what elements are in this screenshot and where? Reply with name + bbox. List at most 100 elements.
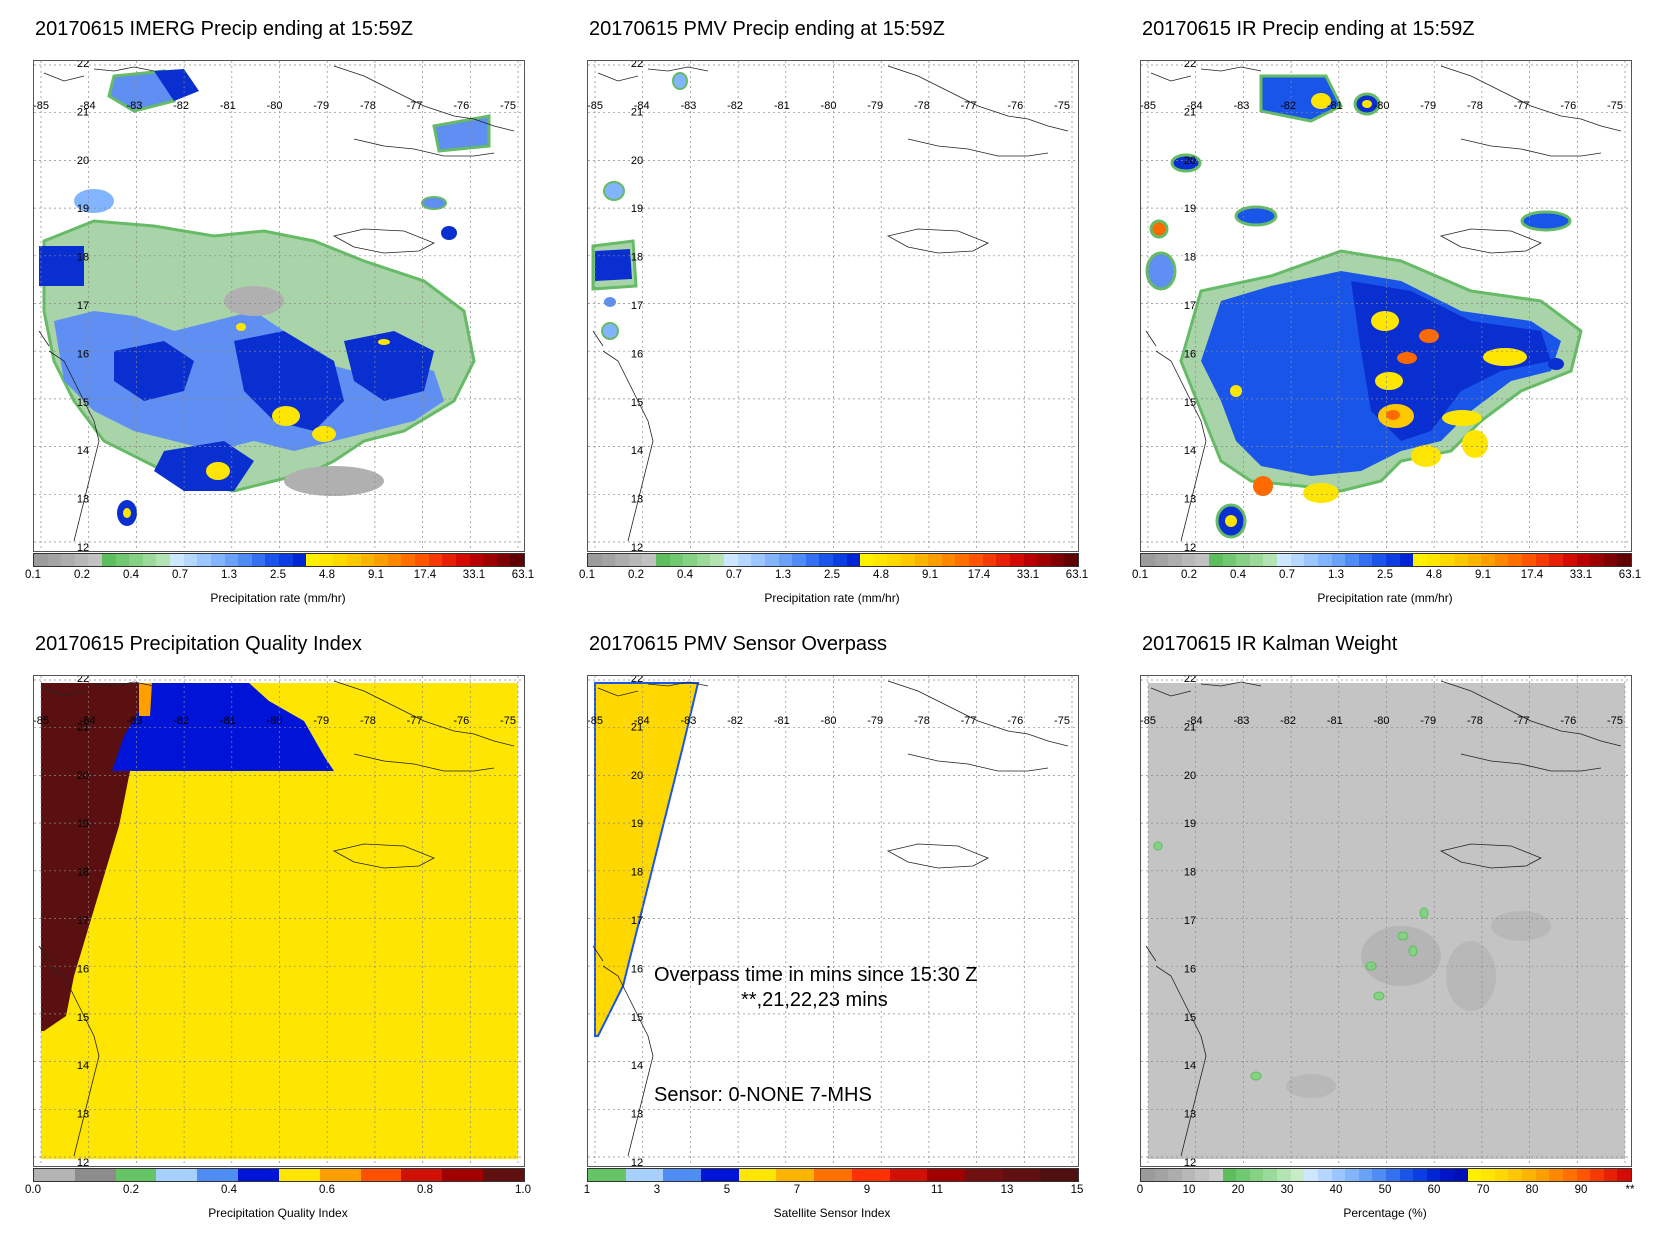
colorbar-swatch bbox=[1481, 554, 1495, 566]
quality-map-svg: -85 -84 -83 -82 -81 -80 -79 -78 -77 -76 -75 22 21 20 1… bbox=[34, 676, 524, 1166]
longitude-label: -77 bbox=[407, 715, 423, 727]
colorbar-swatch bbox=[1002, 1169, 1041, 1181]
colorbar-tick-label: 0.7 bbox=[1279, 569, 1295, 581]
sensor-map-base: -85 -84 -83 -82 -81 -80 -79 -78 -77 -76 -75 22 21 20 1… bbox=[588, 676, 1078, 1166]
colorbar-label: Precipitation Quality Index bbox=[208, 1206, 348, 1220]
kalman-colorbar bbox=[1140, 1168, 1632, 1182]
longitude-label: -85 bbox=[1141, 715, 1156, 727]
latitude-label: 20 bbox=[1184, 770, 1196, 782]
colorbar-swatch bbox=[1440, 1169, 1455, 1181]
colorbar-swatch bbox=[1494, 554, 1509, 566]
colorbar-tick-label: 50 bbox=[1378, 1184, 1392, 1196]
panel-title: 20170615 IMERG Precip ending at 15:59Z bbox=[35, 18, 414, 40]
colorbar-swatch bbox=[1385, 554, 1400, 566]
coastline bbox=[333, 680, 515, 747]
longitude-label: -82 bbox=[727, 715, 743, 727]
pmv-map-svg: -85 -84 -83 -82 -81 -80 -79 -78 -77 -76 -75 22 21 20 1… bbox=[588, 61, 1078, 551]
coastline bbox=[907, 753, 1049, 772]
longitude-label: -75 bbox=[1607, 715, 1623, 727]
longitude-label: -78 bbox=[914, 100, 930, 112]
coastline bbox=[1150, 72, 1192, 82]
colorbar-swatch bbox=[860, 554, 874, 566]
longitude-label: -84 bbox=[80, 715, 96, 727]
sensor-map[interactable]: -85 -84 -83 -82 -81 -80 -79 -78 -77 -76 -75 22 21 20 1… bbox=[587, 675, 1079, 1167]
ir-colorbar bbox=[1140, 553, 1632, 567]
colorbar-swatch bbox=[1209, 1169, 1223, 1181]
longitude-label: -80 bbox=[1374, 715, 1390, 727]
colorbar-swatch bbox=[129, 554, 143, 566]
colorbar-swatch bbox=[588, 1169, 626, 1181]
ir-map[interactable]: -85 -84 -83 -82 -81 -80 -79 -78 -77 -76 -75 22 21 20 1… bbox=[1140, 60, 1632, 552]
colorbar-swatch bbox=[1331, 554, 1346, 566]
colorbar-swatch bbox=[1590, 554, 1604, 566]
coastline bbox=[38, 330, 50, 347]
colorbar-tick-label: 30 bbox=[1280, 1184, 1294, 1196]
colorbar-tick-label: 15 bbox=[1070, 1184, 1084, 1196]
colorbar-swatch bbox=[683, 554, 697, 566]
kalman-colorbar-ticks: 0 10 20 30 40 50 60 70 80 90 ** bbox=[1137, 1184, 1635, 1200]
colorbar-tick-label: 4.8 bbox=[319, 569, 335, 581]
longitude-label: -85 bbox=[588, 715, 603, 727]
coastline bbox=[93, 66, 155, 72]
sensor-field bbox=[594, 682, 700, 1037]
colorbar-swatch bbox=[1277, 554, 1291, 566]
colorbar-swatch bbox=[1522, 1169, 1536, 1181]
colorbar-swatch bbox=[792, 554, 806, 566]
colorbar-swatch bbox=[1549, 1169, 1563, 1181]
colorbar-swatch bbox=[1454, 1169, 1468, 1181]
latitude-label: 15 bbox=[1184, 1012, 1196, 1024]
pmv-map[interactable]: -85 -84 -83 -82 -81 -80 -79 -78 -77 -76 -75 22 21 20 1… bbox=[587, 60, 1079, 552]
imerg-map-base: -85 -84 -83 -82 -81 -80 -79 -78 -77 -76 -75 22 21 20 1… bbox=[34, 61, 524, 551]
longitude-label: -82 bbox=[1280, 715, 1296, 727]
coastline bbox=[1439, 228, 1542, 254]
colorbar-swatch bbox=[1168, 1169, 1182, 1181]
latitude-label: 20 bbox=[631, 155, 643, 167]
imerg-map[interactable]: -85 -84 -83 -82 -81 -80 -79 -78 -77 -76 -75 22 21 20 1… bbox=[33, 60, 525, 552]
colorbar-swatch bbox=[1023, 554, 1038, 566]
longitude-label: -81 bbox=[1327, 100, 1343, 112]
colorbar-tick-label: 80 bbox=[1525, 1184, 1539, 1196]
colorbar-tick-label: 0.1 bbox=[1132, 569, 1148, 581]
colorbar-swatch bbox=[1168, 554, 1182, 566]
colorbar-swatch bbox=[1290, 1169, 1305, 1181]
colorbar-tick-label: 0.2 bbox=[628, 569, 644, 581]
coastline bbox=[592, 945, 604, 962]
coastline bbox=[597, 72, 639, 82]
coastline bbox=[1155, 965, 1207, 1157]
latitude-label: 19 bbox=[1184, 818, 1196, 830]
colorbar-tick-label: 0.8 bbox=[417, 1184, 433, 1196]
latitude-label: 21 bbox=[1184, 106, 1196, 118]
latitude-label: 20 bbox=[1184, 155, 1196, 167]
longitude-label: -80 bbox=[267, 100, 283, 112]
coastline bbox=[43, 687, 85, 697]
latitude-label: 16 bbox=[77, 963, 89, 975]
colorbar-swatch bbox=[778, 554, 793, 566]
quality-map[interactable]: -85 -84 -83 -82 -81 -80 -79 -78 -77 -76 -75 22 21 20 1… bbox=[33, 675, 525, 1167]
colorbar-swatch bbox=[197, 1169, 239, 1181]
kalman-map[interactable]: -85 -84 -83 -82 -81 -80 -79 -78 -77 -76 -75 22 21 20 1… bbox=[1140, 675, 1632, 1167]
longitude-label: -83 bbox=[680, 715, 696, 727]
colorbar-swatch bbox=[360, 1169, 402, 1181]
longitude-label: -76 bbox=[1007, 715, 1023, 727]
longitude-label: -80 bbox=[821, 715, 837, 727]
colorbar-tick-label: 0.1 bbox=[579, 569, 595, 581]
colorbar-swatch bbox=[1345, 1169, 1359, 1181]
ir-precip-field bbox=[1145, 74, 1583, 539]
latitude-label: 18 bbox=[631, 867, 643, 879]
longitude-label: -75 bbox=[1054, 715, 1070, 727]
latitude-label: 14 bbox=[77, 1060, 89, 1072]
colorbar-swatch bbox=[625, 1169, 664, 1181]
coastline bbox=[1155, 350, 1207, 542]
pmv-map-base: -85 -84 -83 -82 -81 -80 -79 -78 -77 -76 -75 22 21 20 1… bbox=[588, 61, 1078, 551]
colorbar-swatch bbox=[1317, 554, 1332, 566]
latitude-label: 13 bbox=[77, 1109, 89, 1121]
colorbar-swatch bbox=[1576, 1169, 1591, 1181]
latitude-label: 18 bbox=[77, 252, 89, 264]
coastline bbox=[1460, 753, 1602, 772]
longitude-label: -81 bbox=[1327, 715, 1343, 727]
colorbar-swatch bbox=[415, 554, 429, 566]
colorbar-swatch bbox=[982, 554, 997, 566]
colorbar-swatch bbox=[889, 1169, 928, 1181]
colorbar-tick-label: 0.0 bbox=[25, 1184, 41, 1196]
colorbar-swatch bbox=[1372, 554, 1386, 566]
